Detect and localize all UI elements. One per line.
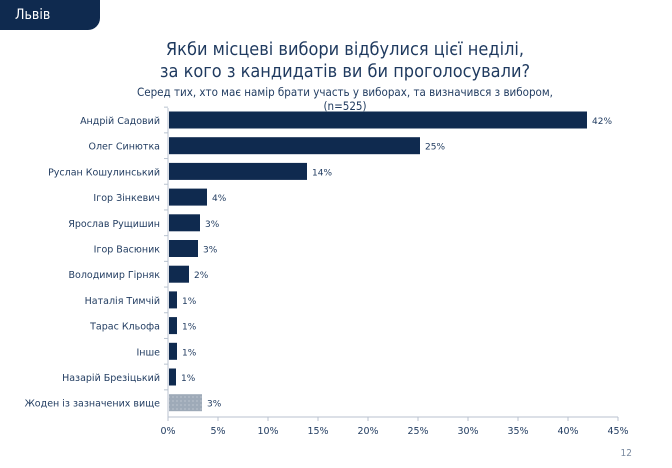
bar-none [169, 394, 202, 412]
bar [169, 137, 420, 155]
bar [169, 291, 177, 309]
x-tick-label: 35% [507, 426, 528, 437]
bar [169, 111, 587, 129]
data-label: 14% [312, 168, 332, 178]
data-label: 3% [207, 400, 222, 410]
data-label: 42% [592, 117, 612, 127]
category-label: Ігор Васюник [94, 245, 161, 256]
category-label: Жоден із зазначених вище [25, 399, 161, 410]
chart-subtitle: Серед тих, хто має намір брати участь у … [60, 85, 630, 113]
category-label: Володимир Гірняк [69, 270, 161, 281]
page-number: 12 [620, 448, 632, 459]
category-label: Наталія Тимчій [85, 296, 160, 307]
x-tick-label: 10% [257, 426, 278, 437]
x-tick-label: 40% [557, 426, 578, 437]
data-label: 25% [425, 143, 445, 153]
region-tag: Львів [0, 0, 100, 30]
category-label: Інше [136, 347, 160, 358]
category-label: Андрій Садовий [80, 116, 160, 127]
data-label: 2% [194, 271, 209, 281]
x-tick-label: 0% [160, 426, 175, 437]
bar [169, 368, 176, 386]
x-tick-label: 5% [210, 426, 225, 437]
x-tick-label: 20% [357, 426, 378, 437]
data-label: 3% [205, 220, 220, 230]
region-label: Львів [15, 7, 51, 23]
data-label: 1% [182, 348, 197, 358]
title-line-1: Якби місцеві вибори відбулися цієї неділ… [165, 39, 525, 60]
bar [169, 342, 177, 360]
bar [169, 214, 200, 232]
data-label: 1% [181, 374, 196, 384]
x-tick-label: 15% [307, 426, 328, 437]
bar [169, 240, 198, 257]
data-label: 3% [203, 246, 218, 256]
chart-title: Якби місцеві вибори відбулися цієї неділ… [100, 39, 590, 83]
category-label: Ярослав Рущишин [68, 219, 160, 230]
data-label: 1% [182, 323, 197, 333]
data-label: 4% [212, 194, 227, 204]
data-label: 1% [182, 297, 197, 307]
category-label: Ігор Зінкевич [93, 193, 160, 204]
x-tick-label: 45% [607, 426, 628, 437]
bar [169, 188, 207, 206]
bar [169, 162, 307, 180]
bar [169, 317, 177, 335]
category-label: Олег Синютка [88, 142, 160, 153]
subtitle-line-1: Серед тих, хто має намір брати участь у … [137, 85, 553, 99]
subtitle-line-2: (n=525) [323, 99, 367, 113]
bar [169, 265, 189, 283]
category-label: Тарас Кльофа [89, 322, 160, 333]
category-label: Назарій Брезіцький [62, 373, 160, 384]
category-label: Руслан Кошулинський [48, 167, 160, 178]
x-tick-label: 30% [457, 426, 478, 437]
x-tick-label: 25% [407, 426, 428, 437]
title-line-2: за кого з кандидатів ви би проголосували… [159, 61, 531, 82]
